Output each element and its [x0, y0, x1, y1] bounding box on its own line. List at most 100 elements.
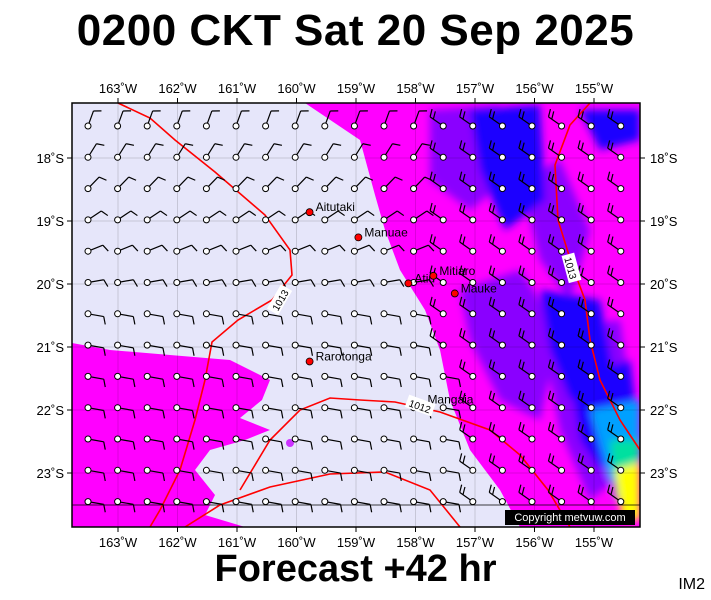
wind-barb: [232, 341, 254, 356]
wind-barb: [291, 341, 314, 356]
wind-barb: [547, 484, 566, 506]
wind-barb: [262, 498, 284, 513]
wind-barb: [380, 466, 402, 482]
wind-barb: [262, 341, 284, 356]
lon-label: 162˚W: [158, 535, 197, 550]
wind-barb: [291, 466, 314, 482]
wind-barb: [518, 140, 536, 161]
lat-labels-left: 18˚S 19˚S 20˚S 21˚S 22˚S 23˚S: [37, 151, 65, 481]
wind-barb: [380, 404, 402, 419]
wind-barb: [459, 108, 477, 130]
lon-label: 161˚W: [218, 535, 257, 550]
wind-barb: [350, 404, 373, 419]
chart-title: 0200 CKT Sat 20 Sep 2025: [76, 6, 635, 55]
wind-barb: [321, 310, 343, 325]
wind-barb: [577, 390, 595, 412]
place-marker: [305, 357, 314, 366]
lon-label: 157˚W: [456, 81, 495, 96]
wind-barb: [488, 359, 506, 380]
wind-barb: [143, 143, 164, 161]
wind-barb: [262, 143, 283, 161]
wind-barb: [143, 435, 166, 450]
lon-label: 158˚W: [396, 81, 435, 96]
wind-barb: [607, 140, 625, 161]
wind-barb: [380, 372, 402, 388]
wind-barb: [488, 421, 506, 443]
wind-barb: [321, 110, 339, 130]
wind-barb: [173, 210, 197, 224]
wind-barb: [607, 234, 625, 255]
wind-barb: [262, 404, 284, 419]
wind-barb: [488, 453, 506, 474]
wind-barb: [380, 244, 405, 255]
wind-barb: [350, 310, 373, 325]
wind-barb: [410, 372, 432, 388]
wind-barb: [577, 234, 595, 255]
wind-barb: [439, 404, 462, 419]
wind-barb: [114, 143, 135, 161]
wind-barb: [607, 421, 625, 443]
wind-barb: [410, 466, 432, 482]
wind-barb: [459, 171, 477, 193]
wind-barb: [321, 498, 343, 513]
lon-label: 161˚W: [218, 81, 257, 96]
wind-barb: [291, 244, 316, 255]
wind-barb: [607, 484, 625, 506]
wind-barb: [547, 234, 566, 255]
wind-barb: [410, 210, 434, 224]
wind-barb: [321, 244, 346, 255]
wind-barb: [321, 435, 343, 450]
wind-barb: [232, 466, 254, 482]
wind-barb: [459, 328, 477, 349]
wind-barb: [410, 143, 431, 161]
wind-barb: [202, 143, 223, 161]
lat-label: 23˚S: [650, 466, 678, 481]
lon-label: 163˚W: [99, 81, 138, 96]
wind-barb: [84, 435, 106, 450]
place-label: Mangaia: [427, 392, 473, 406]
wind-barb: [459, 202, 477, 224]
wind-barb: [84, 310, 106, 325]
wind-barb: [232, 310, 254, 325]
isobar-1012: [239, 397, 571, 527]
lon-label: 160˚W: [277, 81, 316, 96]
wind-barb: [350, 210, 375, 224]
wind-barb: [202, 404, 225, 419]
wind-barb: [380, 110, 398, 130]
wind-barb: [350, 498, 373, 513]
wind-barb: [577, 421, 595, 443]
wind-barb: [262, 372, 284, 388]
wind-barb: [488, 171, 506, 193]
wind-barb: [429, 140, 447, 161]
wind-barb: [143, 244, 168, 255]
wind-barb: [143, 498, 166, 513]
wind-barb: [262, 279, 286, 287]
lon-labels-top: 163˚W 162˚W 161˚W 160˚W 159˚W 158˚W 157˚W 156˚W…: [99, 81, 614, 96]
wind-barb: [321, 466, 343, 482]
wind-barb: [429, 234, 447, 255]
wind-barb: [518, 484, 536, 506]
wind-barb: [410, 310, 432, 325]
wind-barb: [488, 234, 506, 255]
wind-barb: [232, 244, 257, 255]
wind-barb: [518, 202, 536, 224]
wind-barb: [350, 244, 376, 255]
wind-barb: [202, 466, 225, 482]
wind-barb: [291, 176, 314, 193]
wind-barb: [143, 279, 168, 287]
lon-label: 158˚W: [396, 535, 435, 550]
wind-barb: [291, 435, 314, 450]
wind-barb: [577, 202, 595, 224]
wind-barb: [380, 310, 402, 325]
place-label: Mitiaro: [439, 264, 475, 278]
wind-barb: [518, 296, 536, 318]
wind-barb: [547, 140, 566, 161]
wind-barb: [429, 296, 447, 318]
lat-label: 20˚S: [37, 277, 65, 292]
wind-barb: [202, 110, 220, 130]
wind-barb: [459, 390, 477, 412]
wind-barb: [84, 466, 106, 482]
wind-barb: [547, 202, 566, 224]
wind-barb: [84, 341, 106, 356]
lat-label: 19˚S: [37, 214, 65, 229]
